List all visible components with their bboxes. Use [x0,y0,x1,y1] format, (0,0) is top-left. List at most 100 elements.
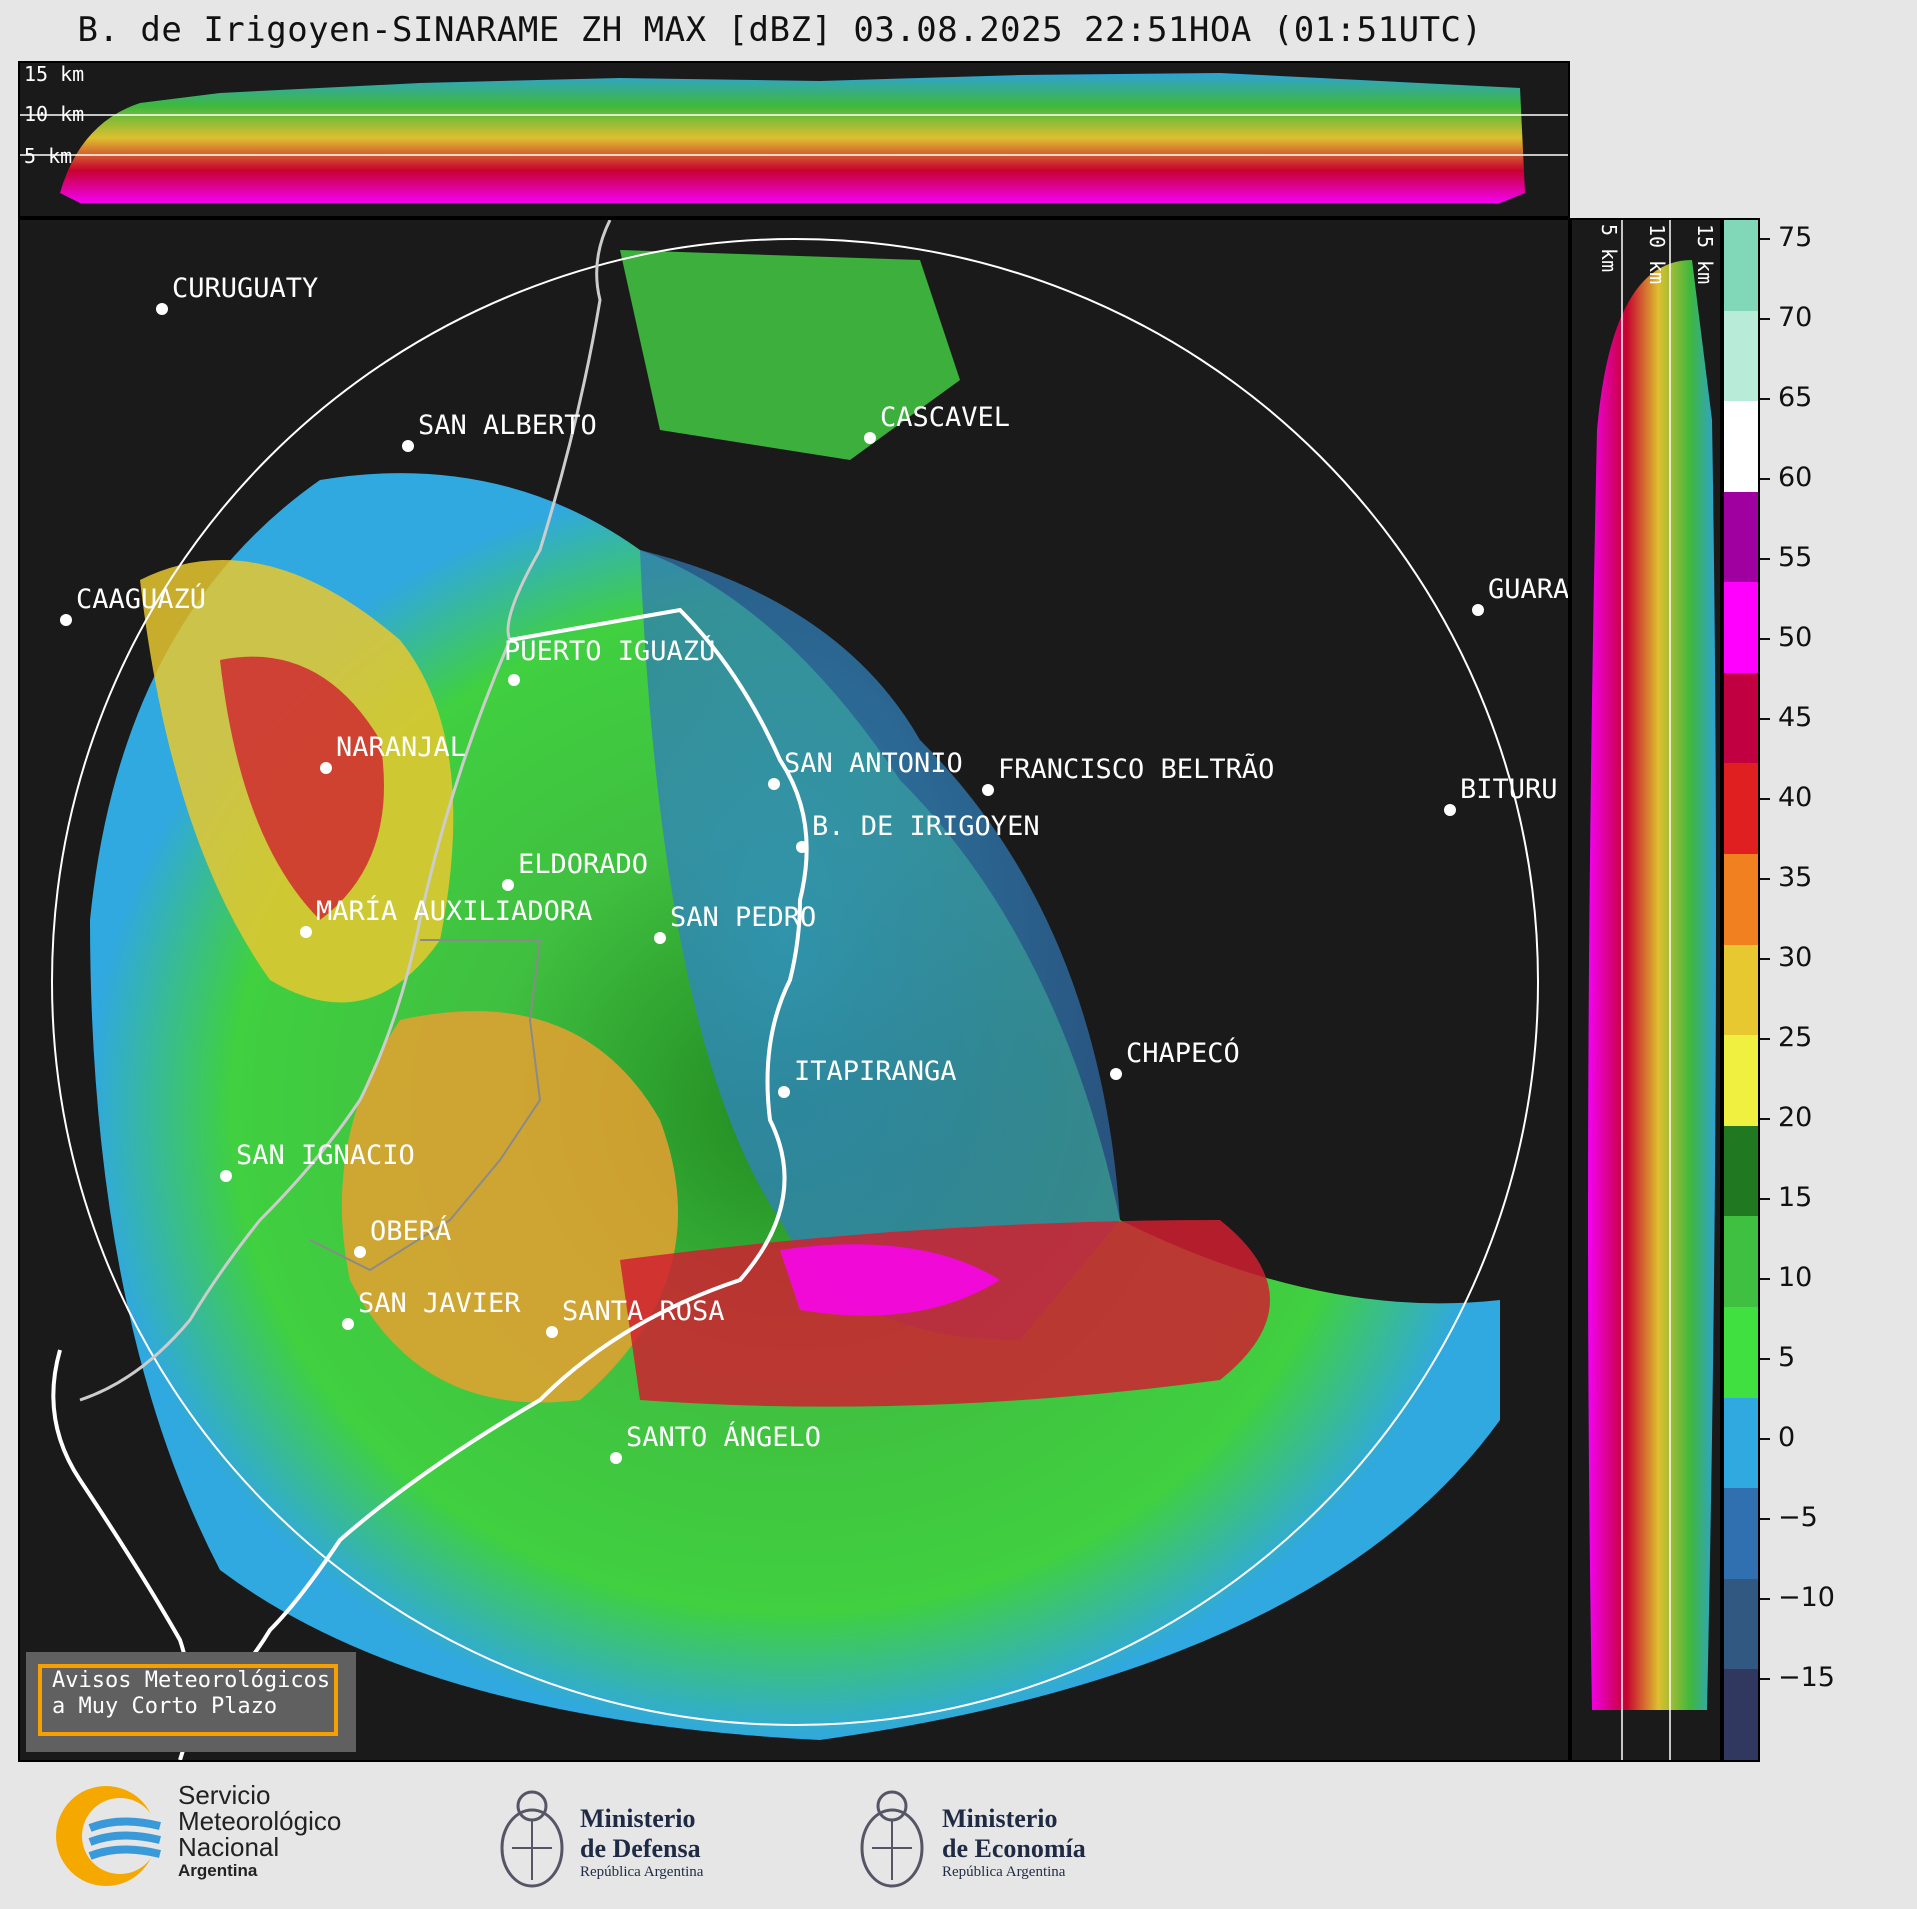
city-marker [342,1318,354,1330]
colorbar-tick: 60 [1760,462,1812,493]
tick-mark [1760,1597,1770,1600]
side-label-5km: 5 km [1597,224,1621,272]
side-cross-section: 5 km 10 km 15 km [1570,218,1722,1762]
range-ring [51,238,1539,1726]
colorbar-segment [1724,763,1758,855]
tick-mark [1760,557,1770,560]
tick-mark [1760,1277,1770,1280]
tick-mark [1760,317,1770,320]
colorbar-tick: 40 [1760,782,1812,813]
city-label: FRANCISCO BELTRÃO [998,753,1274,785]
border-argentina-brazil [188,607,809,1722]
defensa-line-1: Ministerio [580,1804,696,1833]
city-label: ELDORADO [518,849,648,880]
tick-label: 55 [1778,542,1813,573]
city-label: GUARA [1488,574,1568,605]
echo-core-south [780,1244,1000,1316]
colorbar-tick: 50 [1760,622,1812,653]
colorbar-tick: 45 [1760,702,1812,733]
colorbar-segment [1724,491,1758,583]
tick-mark [1760,237,1770,240]
warning-frame: Avisos Meteorológicos a Muy Corto Plazo [38,1664,338,1736]
city-label: MARÍA AUXILIADORA [316,895,592,927]
colorbar-segment [1724,1488,1758,1579]
smn-line-2: Meteorológico [178,1806,342,1836]
city-marker [1444,804,1456,816]
colorbar-tick: 25 [1760,1022,1812,1053]
economia-line-2: de Economía [942,1834,1086,1863]
tick-mark [1760,477,1770,480]
city-marker [402,440,414,452]
city-marker [1472,604,1484,616]
city-layer: CURUGUATY SAN ALBERTO CASCAVEL GUARA CAAGUAZ… [60,273,1568,1464]
colorbar [1722,218,1760,1762]
city-marker [864,432,876,444]
tick-mark [1760,1197,1770,1200]
defensa-seal-icon [500,1790,564,1888]
city-label: OBERÁ [370,1215,451,1247]
tick-label: 45 [1778,702,1813,733]
colorbar-segment [1724,1306,1758,1398]
colorbar-segment [1724,220,1758,311]
city-label: CURUGUATY [172,273,318,304]
colorbar-tick: 5 [1760,1342,1795,1373]
city-label: ITAPIRANGA [794,1056,957,1087]
city-label: SANTO ÁNGELO [626,1421,821,1453]
tick-label: 60 [1778,462,1813,493]
smn-line-4: Argentina [178,1861,258,1880]
colorbar-segment [1724,944,1758,1036]
city-label: B. DE IRIGOYEN [812,811,1040,842]
colorbar-segment [1724,854,1758,945]
footer: Servicio Meteorológico Nacional Argentin… [0,1762,1917,1909]
top-label-10km: 10 km [24,102,84,126]
tick-label: 0 [1778,1422,1796,1453]
defensa-line-2: de Defensa [580,1834,701,1863]
city-marker [156,303,168,315]
tick-label: −5 [1778,1502,1818,1533]
map-title: B. de Irigoyen-SINARAME ZH MAX [dBZ] 03.… [77,10,1483,50]
tick-mark [1760,1037,1770,1040]
echo-band-south [620,1220,1270,1407]
tick-mark [1760,797,1770,800]
colorbar-segment [1724,1397,1758,1489]
city-marker [508,674,520,686]
city-label: SAN JAVIER [358,1288,521,1319]
smn-line-3: Nacional [178,1832,280,1862]
colorbar-tick: 15 [1760,1182,1812,1213]
tick-mark [1760,397,1770,400]
tick-mark [1760,1357,1770,1360]
city-marker [1110,1068,1122,1080]
colorbar-tick: 20 [1760,1102,1812,1133]
tick-label: 10 [1778,1262,1813,1293]
colorbar-segment [1724,1578,1758,1670]
city-marker [610,1452,622,1464]
side-cross-section-graphic: 5 km 10 km 15 km [1588,220,1717,1760]
colorbar-tick: −5 [1760,1502,1818,1533]
warning-panel[interactable]: Avisos Meteorológicos a Muy Corto Plazo [26,1652,356,1752]
colorbar-tick: 0 [1760,1422,1795,1453]
colorbar-tick: 70 [1760,302,1812,333]
city-marker [300,926,312,938]
tick-mark [1760,1437,1770,1440]
city-label: SAN PEDRO [670,902,816,933]
city-label: SANTA ROSA [562,1296,725,1327]
top-cross-section-graphic: 15 km 10 km 5 km [20,63,1568,203]
tick-mark [1760,717,1770,720]
warning-line-2: a Muy Corto Plazo [52,1694,278,1719]
echo-cells-southwest [341,1011,678,1403]
city-label: SAN IGNACIO [236,1140,415,1171]
smn-line-1: Servicio [178,1780,271,1810]
smn-logo-icon [56,1786,161,1886]
tick-mark [1760,957,1770,960]
city-marker [502,879,514,891]
radar-map-graphic: CURUGUATY SAN ALBERTO CASCAVEL GUARA CAAGUAZ… [51,220,1568,1760]
top-cross-section: 15 km 10 km 5 km [18,61,1570,218]
city-marker [220,1170,232,1182]
colorbar-segment [1724,1216,1758,1307]
colorbar-tick: 35 [1760,862,1812,893]
city-marker [320,762,332,774]
economia-line-1: Ministerio [942,1804,1058,1833]
city-marker [796,841,808,853]
colorbar-segment [1724,401,1758,492]
warning-line-1: Avisos Meteorológicos [52,1668,331,1693]
